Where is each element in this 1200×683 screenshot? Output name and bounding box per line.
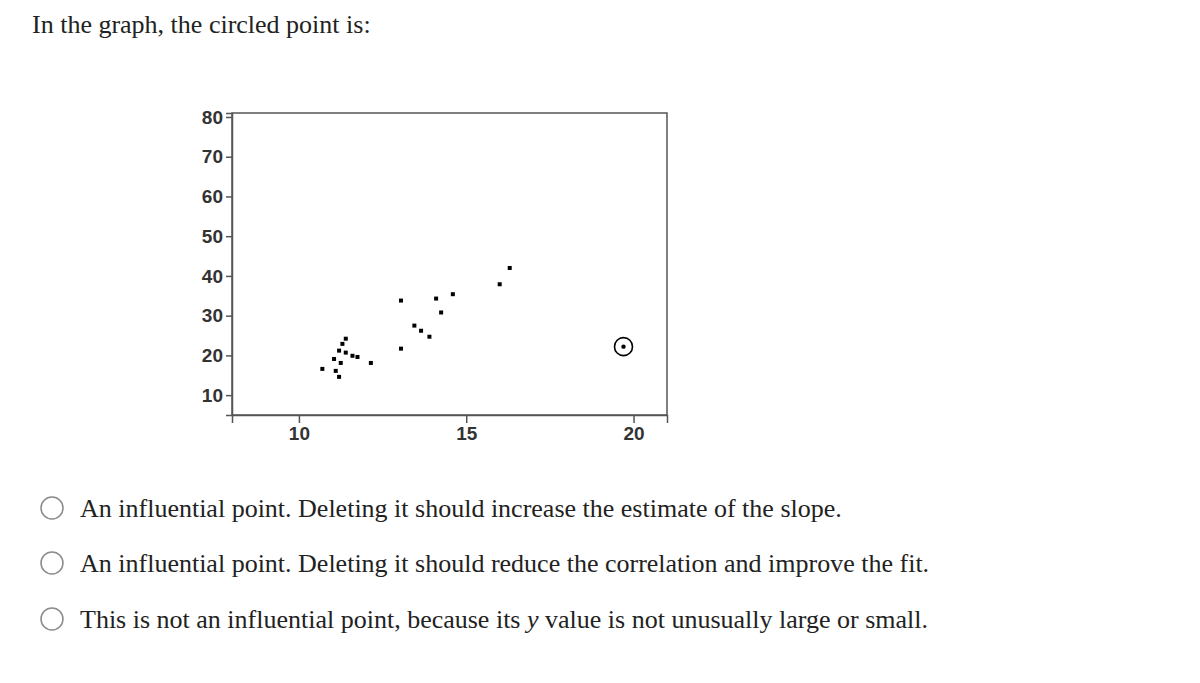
tick-label: 50	[202, 226, 223, 247]
tick: 80	[202, 107, 232, 128]
radio-button[interactable]	[41, 552, 63, 574]
tick-mark	[226, 355, 232, 357]
point	[399, 299, 403, 303]
point	[350, 354, 354, 358]
tick-mark	[226, 196, 232, 198]
point	[434, 297, 438, 301]
tick: 30	[202, 305, 232, 326]
tick-label: 60	[202, 186, 223, 207]
tick-mark	[299, 415, 301, 423]
axis-line	[226, 114, 233, 416]
highlight-ring	[615, 338, 633, 356]
option-text-part[interactable]: An influential point. Deleting it should…	[80, 494, 842, 523]
tick-label: 20	[202, 345, 223, 366]
point	[340, 342, 344, 346]
tick-mark	[466, 415, 468, 423]
circled-point	[615, 338, 633, 356]
answer-option[interactable]: An influential point. Deleting it should…	[41, 494, 842, 523]
tick: 15	[456, 415, 478, 444]
option-text-part[interactable]: value is not unusually large or small.	[539, 605, 928, 634]
tick-mark	[633, 415, 635, 423]
question: In the graph, the circled point is:	[32, 10, 371, 39]
point	[439, 310, 443, 314]
tick: 50	[202, 226, 232, 247]
tick-label: 40	[202, 266, 223, 287]
tick-mark	[226, 236, 232, 238]
point	[344, 337, 348, 341]
tick-mark	[226, 315, 232, 317]
point	[344, 351, 348, 355]
tick-label: 15	[456, 423, 478, 444]
tick: 40	[202, 266, 232, 287]
point	[508, 266, 512, 270]
tick-mark	[226, 117, 232, 119]
option-text[interactable]: An influential point. Deleting it should…	[80, 549, 929, 578]
radio-button[interactable]	[41, 497, 63, 519]
point	[337, 349, 341, 353]
axis-line	[233, 416, 668, 424]
tick-label: 80	[202, 107, 223, 128]
point	[419, 329, 423, 333]
tick: 20	[623, 415, 644, 444]
point	[320, 367, 324, 371]
option-text-part[interactable]: y	[524, 605, 539, 634]
option-text[interactable]: This is not an influential point, becaus…	[80, 605, 928, 634]
tick: 60	[202, 186, 232, 207]
point	[427, 335, 431, 339]
tick-mark	[226, 395, 232, 397]
plot-frame	[232, 113, 667, 415]
option-text-part[interactable]: An influential point. Deleting it should…	[80, 549, 929, 578]
point	[339, 361, 343, 365]
tick: 20	[202, 345, 232, 366]
tick-label: 10	[202, 385, 223, 406]
point	[399, 347, 403, 351]
answer-option[interactable]: This is not an influential point, becaus…	[41, 605, 928, 634]
point	[369, 361, 373, 365]
tick-label: 20	[623, 423, 644, 444]
tick: 10	[202, 385, 232, 406]
option-text-part[interactable]: This is not an influential point, becaus…	[80, 605, 527, 634]
page: In the graph, the circled point is: 10 20 3…	[0, 0, 1200, 683]
point	[355, 355, 359, 359]
x-axis: 10 15 20	[233, 415, 668, 444]
tick: 70	[202, 146, 232, 167]
point	[332, 357, 336, 361]
tick-mark	[226, 156, 232, 158]
y-axis: 10 20 30 40 50 60 70 80	[202, 107, 233, 416]
point	[498, 282, 502, 286]
option-text[interactable]: An influential point. Deleting it should…	[80, 494, 842, 523]
tick-label: 70	[202, 146, 223, 167]
tick-label: 10	[289, 423, 310, 444]
point	[334, 369, 338, 373]
point	[621, 344, 625, 348]
answer-option[interactable]: An influential point. Deleting it should…	[41, 549, 929, 578]
point	[451, 292, 455, 296]
points	[320, 266, 632, 379]
radio-button[interactable]	[41, 608, 63, 630]
tick-mark	[226, 276, 232, 278]
point	[337, 375, 341, 379]
tick: 10	[289, 415, 310, 444]
tick-label: 30	[202, 305, 223, 326]
point	[412, 324, 416, 328]
